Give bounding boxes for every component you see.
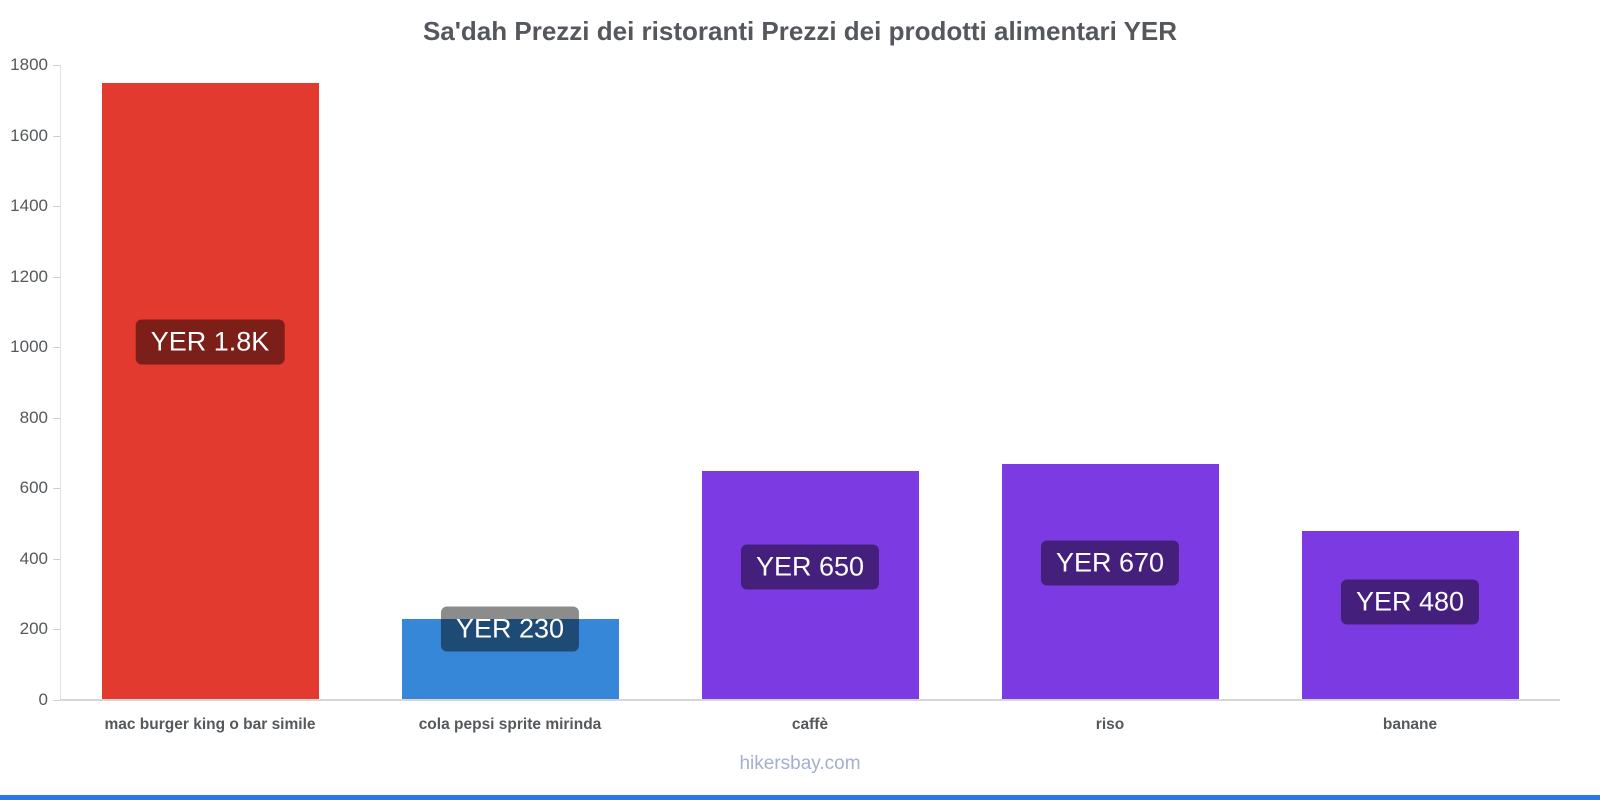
x-axis-category-label: riso	[1095, 716, 1125, 733]
y-tick-mark	[53, 629, 60, 631]
y-tick-label: 1200	[10, 266, 48, 286]
y-tick-mark	[53, 417, 60, 419]
y-tick-label: 1400	[10, 196, 48, 216]
watermark-link: hikersbay.com	[739, 753, 861, 774]
bar-5	[1301, 530, 1519, 700]
bar-value-badge: YER 1.8K	[135, 319, 285, 365]
y-tick-label: 200	[19, 619, 48, 639]
x-axis-category-label: banane	[1382, 716, 1438, 733]
y-tick-label: 0	[38, 690, 48, 709]
y-tick-mark	[53, 276, 60, 278]
bar-4	[1001, 463, 1219, 700]
x-axis-category-label: caffè	[791, 716, 829, 733]
y-tick-mark	[53, 135, 60, 137]
bar-1	[101, 82, 319, 700]
x-axis-category-label: mac burger king o bar simile	[104, 716, 316, 733]
bottom-accent-bar	[0, 795, 1600, 800]
bar-value-badge: YER 670	[1040, 540, 1180, 586]
y-tick-mark	[53, 65, 60, 66]
y-tick-label: 600	[19, 478, 48, 498]
x-axis-line	[60, 699, 1560, 701]
x-axis-category-label: cola pepsi sprite mirinda	[418, 716, 602, 733]
y-tick-label: 1800	[10, 55, 48, 74]
y-tick-label: 400	[19, 548, 48, 568]
bar-2	[401, 618, 619, 700]
y-tick-mark	[53, 347, 60, 349]
bar-3	[701, 470, 919, 700]
y-axis-line	[60, 65, 61, 700]
y-tick-mark	[53, 206, 60, 208]
y-tick-label: 800	[19, 407, 48, 427]
y-tick-label: 1600	[10, 125, 48, 145]
bar-value-badge: YER 230	[440, 606, 580, 652]
y-tick-mark	[53, 700, 60, 701]
y-tick-mark	[53, 558, 60, 560]
bar-value-badge: YER 480	[1340, 579, 1480, 625]
y-tick-mark	[53, 488, 60, 490]
bar-value-badge: YER 650	[740, 544, 880, 590]
chart-title: Sa'dah Prezzi dei ristoranti Prezzi dei …	[422, 16, 1178, 46]
y-tick-label: 1000	[10, 337, 48, 357]
